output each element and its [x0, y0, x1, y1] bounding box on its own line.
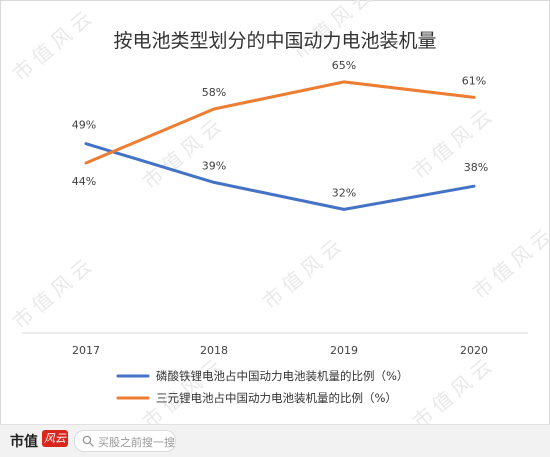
x-tick-label: 2020 — [460, 344, 488, 357]
data-label: 32% — [332, 186, 356, 199]
watermark-text: 市值风云 — [138, 351, 230, 424]
search-placeholder: 买股之前搜一搜 — [98, 436, 175, 449]
footer-bar: 市值 风云 买股之前搜一搜 — [0, 424, 550, 457]
watermark-text: 市值风云 — [258, 231, 350, 314]
brand-logo: 市值 — [10, 434, 38, 450]
x-tick-label: 2019 — [330, 344, 358, 357]
data-label: 58% — [202, 86, 226, 99]
data-label: 44% — [72, 175, 96, 188]
x-tick-label: 2018 — [200, 344, 228, 357]
data-label: 65% — [332, 59, 356, 72]
watermark-text: 市值风云 — [468, 221, 550, 304]
watermark-text: 市值风云 — [8, 251, 100, 334]
brand-badge: 风云 — [42, 430, 68, 447]
chart-title: 按电池类型划分的中国动力电池装机量 — [113, 30, 436, 52]
watermark-text: 市值风云 — [8, 3, 100, 86]
x-tick-label: 2017 — [72, 344, 100, 357]
search-icon — [82, 435, 94, 447]
legend-label-1: 磷酸铁锂电池占中国动力电池装机量的比例（%） — [156, 369, 408, 383]
series-line-1 — [84, 142, 476, 211]
data-label: 39% — [202, 159, 226, 172]
data-label: 38% — [464, 161, 488, 174]
series-line-2 — [84, 80, 476, 165]
data-label: 49% — [72, 119, 96, 132]
legend-label-2: 三元锂电池占中国动力电池装机量的比例（%） — [156, 391, 397, 405]
search-input[interactable]: 买股之前搜一搜 — [74, 430, 176, 452]
watermark-text: 市值风云 — [408, 351, 500, 424]
data-label: 61% — [462, 74, 486, 87]
